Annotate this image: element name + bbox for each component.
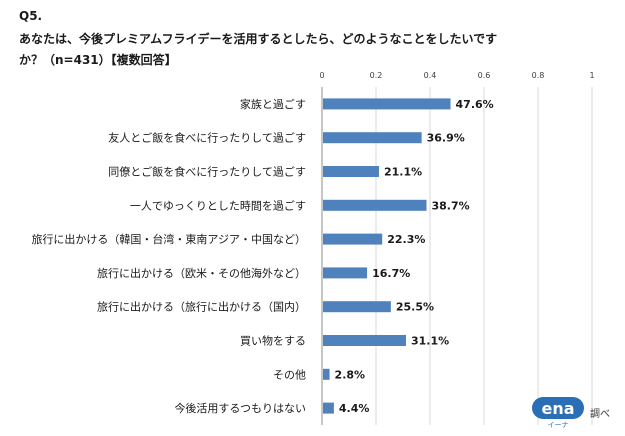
x-tick-label: 0.8 [532,71,545,80]
question-text: あなたは、今後プレミアムフライデーを活用するとしたら、どのようなことをしたいです… [19,32,498,67]
category-label: 旅行に出かける（旅行に出かける（国内） [97,300,306,314]
data-label: 36.9% [427,132,465,145]
category-label: 旅行に出かける（欧米・その他海外など） [97,266,306,280]
x-tick-label: 0.2 [370,71,383,80]
category-label: 家族と過ごす [240,97,306,111]
data-label: 16.7% [372,267,410,280]
category-label: 今後活用するつもりはない [174,401,306,415]
x-tick-label: 1 [589,71,594,80]
logo-caption: 調べ [590,409,610,420]
data-label: 4.4% [339,402,370,415]
data-label: 38.7% [431,199,469,212]
x-tick-label: 0.6 [478,71,491,80]
category-label: 友人とご飯を食べに行ったりして過ごす [108,131,306,145]
bar [323,132,422,144]
logo-subtext: イーナ [548,421,569,429]
logo-text: ena [541,399,574,418]
data-label: 22.3% [387,233,425,246]
category-label: 旅行に出かける（韓国・台湾・東南アジア・中国など） [31,232,306,246]
category-label: その他 [273,368,306,381]
bar [323,199,427,211]
ena-logo: ena イーナ [532,397,584,429]
x-tick-label: 0.4 [424,71,437,80]
bar [323,267,368,279]
category-label: 一人でゆっくりとした時間を過ごす [130,198,306,212]
data-label: 25.5% [396,301,434,314]
bar [323,166,379,177]
category-label: 同僚とご飯を食べに行ったりして過ごす [108,165,306,179]
bar [323,233,383,245]
bar [323,98,451,110]
data-label: 47.6% [456,98,494,111]
category-label: 買い物をする [240,334,306,348]
bar [323,301,391,313]
data-label: 31.1% [411,335,449,348]
x-tick-label: 0 [319,71,324,80]
question-number: Q5. [19,9,43,23]
bar [323,402,334,414]
bar [323,368,330,380]
data-label: 21.1% [384,166,422,179]
bar [323,335,406,346]
data-label: 2.8% [335,368,366,381]
